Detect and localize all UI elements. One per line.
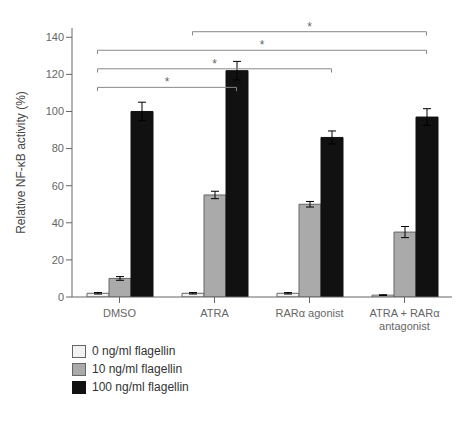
svg-text:RARα agonist: RARα agonist — [275, 307, 343, 319]
svg-text:40: 40 — [52, 217, 64, 229]
svg-text:*: * — [260, 38, 265, 52]
html-text:10 ng/ml flagellin: 10 ng/ml flagellin — [92, 362, 183, 376]
svg-text:140: 140 — [46, 31, 64, 43]
html-text:0 ng/ml flagellin: 0 ng/ml flagellin — [92, 344, 176, 358]
svg-text:ATRA: ATRA — [200, 307, 229, 319]
svg-text:*: * — [307, 20, 312, 34]
svg-text:20: 20 — [52, 254, 64, 266]
svg-text:100: 100 — [46, 105, 64, 117]
svg-text:60: 60 — [52, 180, 64, 192]
svg-text:80: 80 — [52, 142, 64, 154]
svg-text:120: 120 — [46, 68, 64, 80]
svg-text:Relative NF-κB activity (%): Relative NF-κB activity (%) — [14, 91, 28, 234]
svg-text:DMSO: DMSO — [103, 307, 136, 319]
svg-text:*: * — [212, 57, 217, 71]
svg-text:ATRA + RARαantagonist: ATRA + RARαantagonist — [369, 307, 440, 332]
html-text:100 ng/ml flagellin: 100 ng/ml flagellin — [92, 380, 189, 394]
svg-text:*: * — [165, 75, 170, 89]
svg-text:0: 0 — [58, 291, 64, 303]
